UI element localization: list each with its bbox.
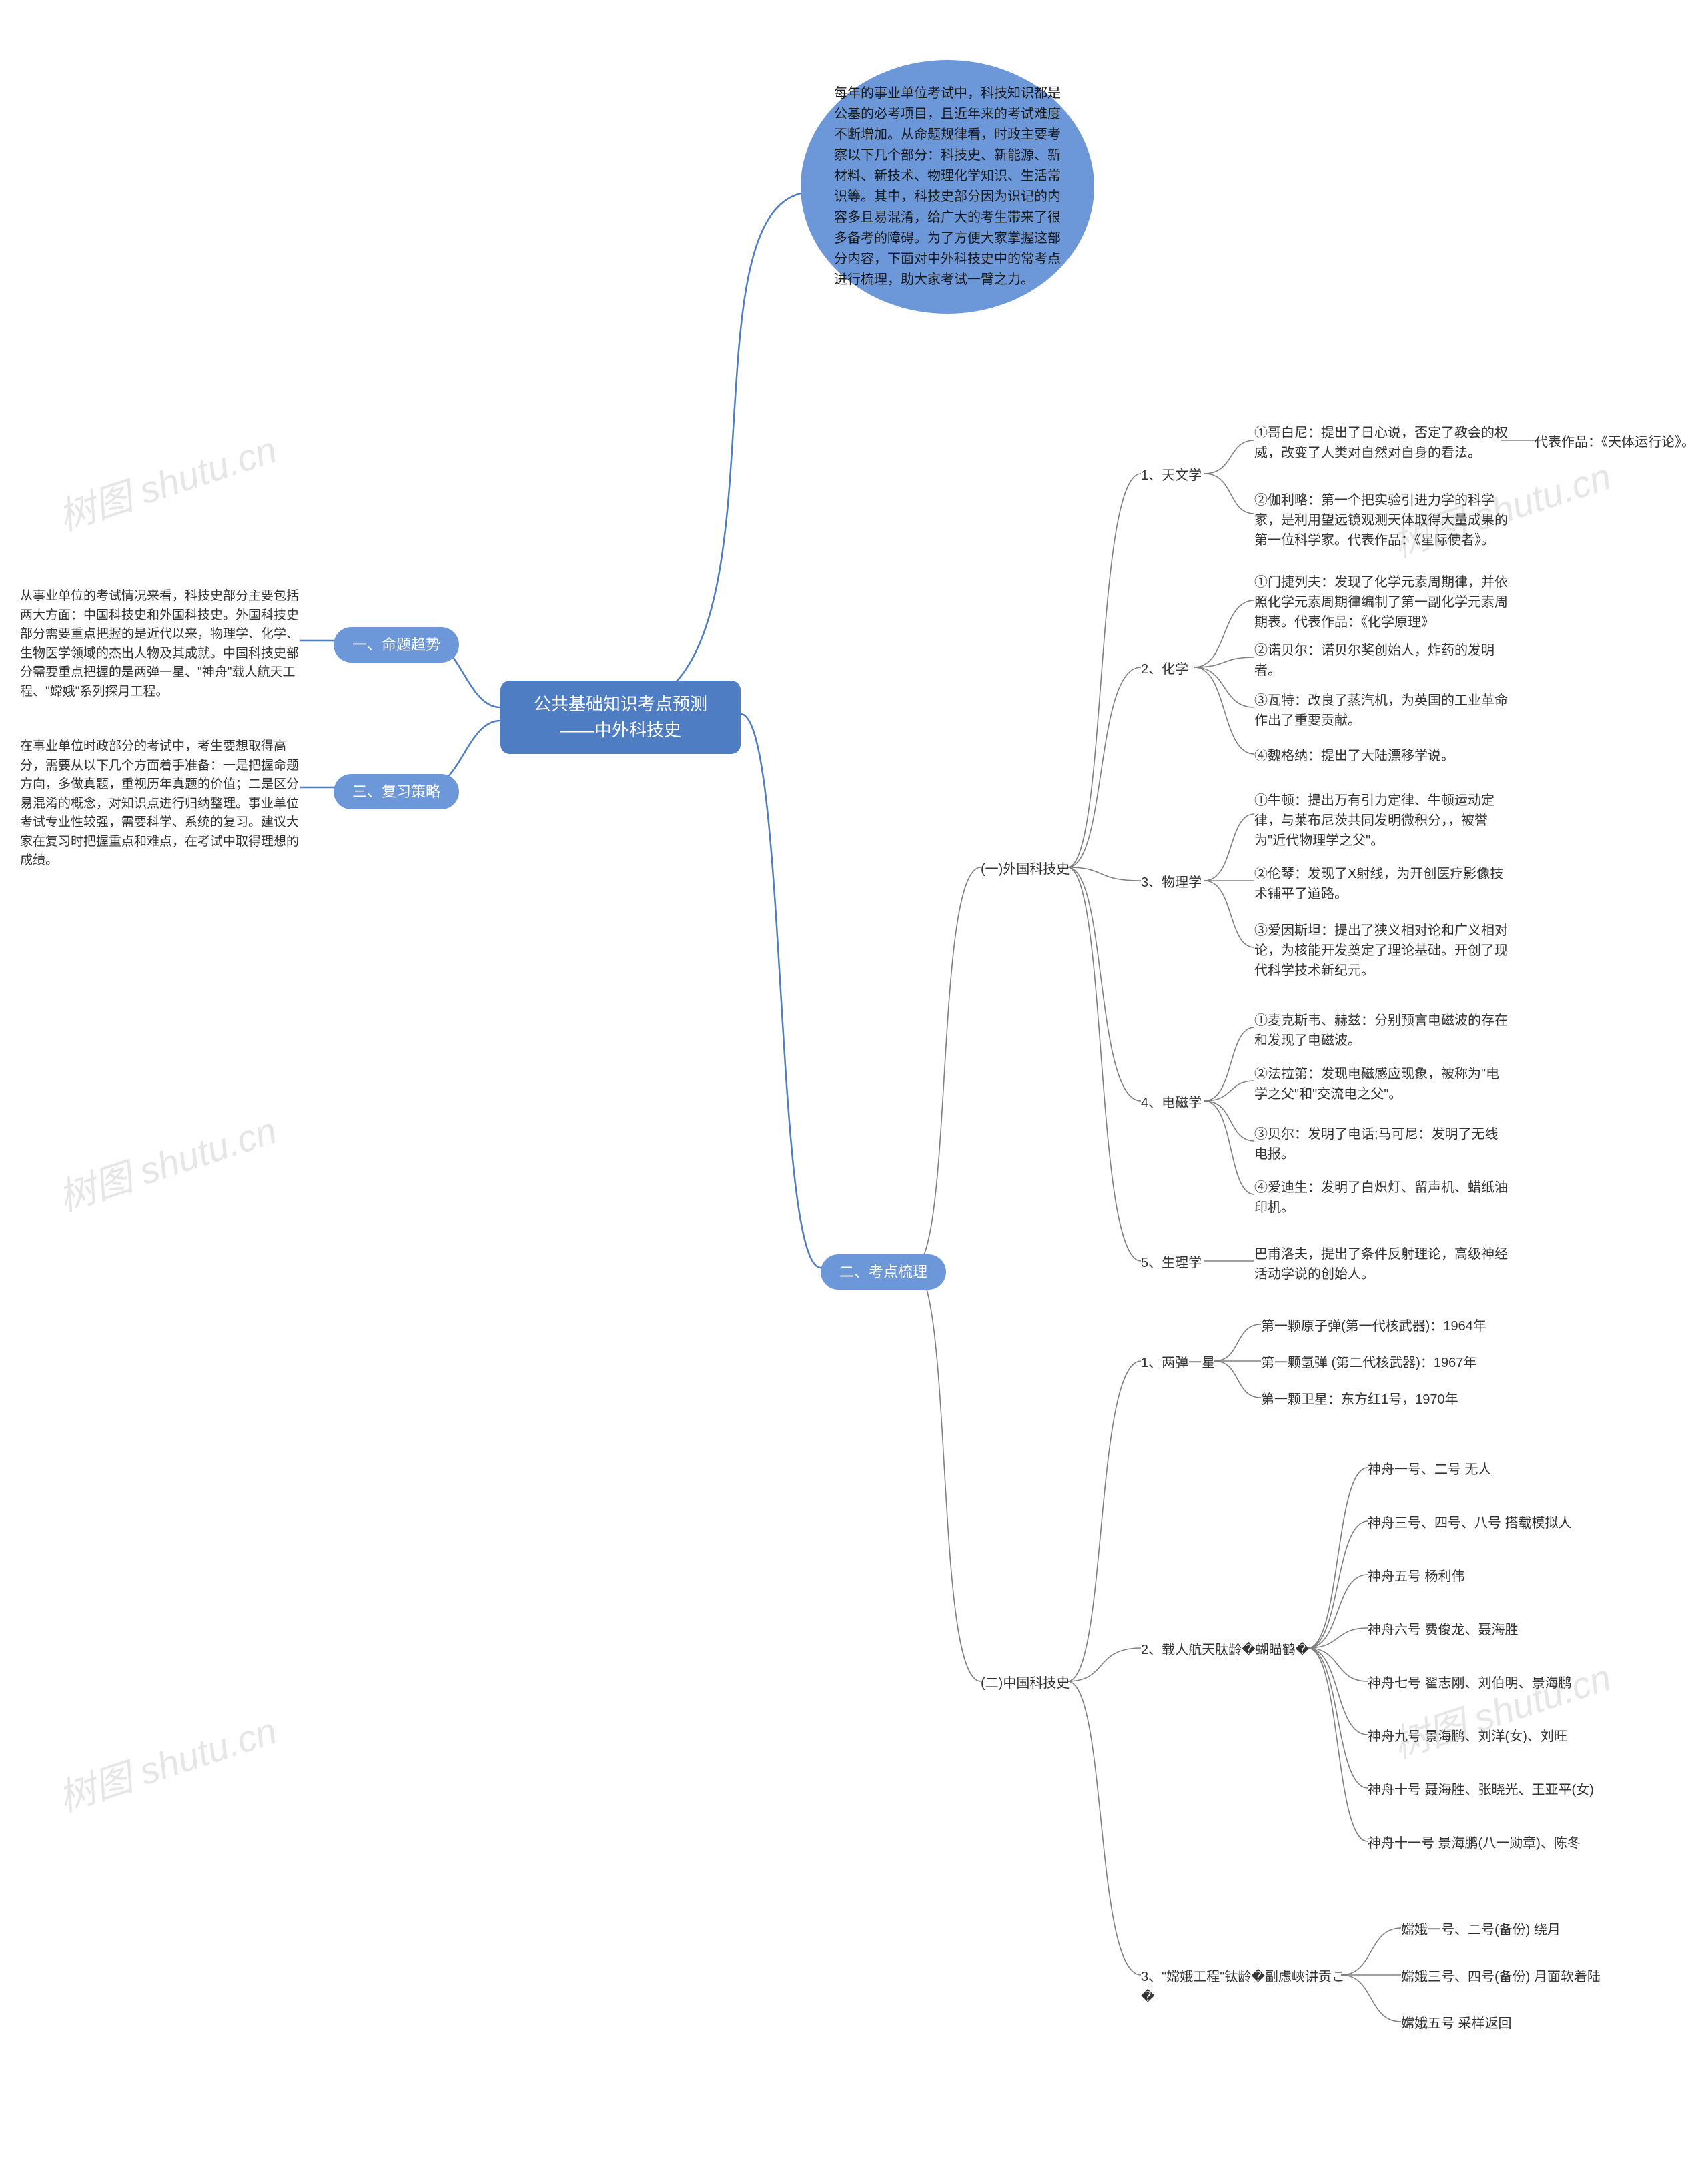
physio-label[interactable]: 5、生理学: [1141, 1253, 1202, 1273]
section1-label: 一、命题趋势: [352, 636, 440, 653]
bombs-2: 第一颗氢弹 (第二代核武器)：1967年: [1261, 1353, 1476, 1373]
sf-8: 神舟十一号 景海鹏(八一勋章)、陈冬: [1368, 1833, 1581, 1853]
sf-3: 神舟五号 杨利伟: [1368, 1567, 1465, 1587]
section2-label: 二、考点梳理: [839, 1264, 927, 1280]
astronomy-1: ①哥白尼：提出了日心说，否定了教会的权威，改变了人类对自然对自身的看法。: [1254, 423, 1508, 463]
watermark: 树图 shutu.cn: [51, 1701, 283, 1823]
ce-1: 嫦娥一号、二号(备份) 绕月: [1401, 1920, 1561, 1940]
section1-pill[interactable]: 一、命题趋势: [334, 627, 459, 663]
chem-3: ③瓦特：改良了蒸汽机，为英国的工业革命作出了重要贡献。: [1254, 691, 1508, 731]
em-4: ④爱迪生：发明了白炽灯、留声机、蜡纸油印机。: [1254, 1178, 1508, 1218]
chem-1: ①门捷列夫：发现了化学元素周期律，并依照化学元素周期律编制了第一副化学元素周期表…: [1254, 572, 1508, 632]
china-label[interactable]: (二)中国科技史: [981, 1673, 1070, 1693]
em-label[interactable]: 4、电磁学: [1141, 1093, 1202, 1113]
intro-text: 每年的事业单位考试中，科技知识都是公基的必考项目，且近年来的考试难度不断增加。从…: [834, 83, 1061, 290]
change-label[interactable]: 3、"嫦娥工程"钛龄�副虑峽讲贡こ�: [1141, 1967, 1354, 2007]
bombs-label[interactable]: 1、两弹一星: [1141, 1353, 1215, 1373]
chemistry-label[interactable]: 2、化学: [1141, 659, 1188, 679]
em-3: ③贝尔：发明了电话;马可尼：发明了无线电报。: [1254, 1124, 1508, 1164]
watermark: 树图 shutu.cn: [51, 1101, 283, 1222]
root-title: 公共基础知识考点预测——中外科技史: [534, 694, 707, 740]
intro-bubble: 每年的事业单位考试中，科技知识都是公基的必考项目，且近年来的考试难度不断增加。从…: [801, 60, 1094, 314]
section1-desc: 从事业单位的考试情况来看，科技史部分主要包括两大方面：中国科技史和外国科技史。外…: [20, 587, 300, 701]
phys-3: ③爱因斯坦：提出了狭义相对论和广义相对论，为核能开发奠定了理论基础。开创了现代科…: [1254, 921, 1508, 981]
bombs-3: 第一颗卫星：东方红1号，1970年: [1261, 1390, 1458, 1410]
em-2: ②法拉第：发现电磁感应现象，被称为"电学之父"和"交流电之父"。: [1254, 1064, 1508, 1104]
section3-pill[interactable]: 三、复习策略: [334, 774, 459, 809]
sf-5: 神舟七号 翟志刚、刘伯明、景海鹏: [1368, 1673, 1572, 1693]
foreign-label[interactable]: (一)外国科技史: [981, 859, 1070, 879]
root-node[interactable]: 公共基础知识考点预测——中外科技史: [500, 681, 741, 754]
watermark: 树图 shutu.cn: [1385, 1648, 1617, 1769]
sf-4: 神舟六号 费俊龙、聂海胜: [1368, 1620, 1519, 1640]
ce-2: 嫦娥三号、四号(备份) 月面软着陆: [1401, 1967, 1601, 1987]
section2-pill[interactable]: 二、考点梳理: [821, 1254, 946, 1290]
section3-label: 三、复习策略: [352, 783, 440, 800]
chem-4: ④魏格纳：提出了大陆漂移学说。: [1254, 746, 1454, 766]
watermark: 树图 shutu.cn: [51, 420, 283, 542]
phys-1: ①牛顿：提出万有引力定律、牛顿运动定律，与莱布尼茨共同发明微积分，，被誉为"近代…: [1254, 791, 1508, 851]
ce-3: 嫦娥五号 采样返回: [1401, 2014, 1512, 2034]
bombs-1: 第一颗原子弹(第一代核武器)：1964年: [1261, 1316, 1486, 1336]
physics-label[interactable]: 3、物理学: [1141, 873, 1202, 893]
section3-desc: 在事业单位时政部分的考试中，考生要想取得高分，需要从以下几个方面着手准备：一是把…: [20, 737, 300, 871]
astronomy-1-extra: 代表作品：《天体运行论》。: [1535, 432, 1695, 452]
astronomy-label[interactable]: 1、天文学: [1141, 466, 1202, 486]
spaceflight-label[interactable]: 2、载人航天肽龄�蝴瞄鹤�: [1141, 1640, 1309, 1660]
sf-1: 神舟一号、二号 无人: [1368, 1460, 1492, 1480]
chem-2: ②诺贝尔：诺贝尔奖创始人，炸药的发明者。: [1254, 640, 1508, 681]
sf-7: 神舟十号 聂海胜、张晓光、王亚平(女): [1368, 1780, 1594, 1800]
physio-1: 巴甫洛夫，提出了条件反射理论，高级神经活动学说的创始人。: [1254, 1244, 1508, 1284]
sf-2: 神舟三号、四号、八号 搭载模拟人: [1368, 1513, 1572, 1533]
phys-2: ②伦琴：发现了X射线，为开创医疗影像技术铺平了道路。: [1254, 864, 1508, 904]
astronomy-2: ②伽利略：第一个把实验引进力学的科学家，是利用望远镜观测天体取得大量成果的第一位…: [1254, 490, 1508, 550]
em-1: ①麦克斯韦、赫兹：分别预言电磁波的存在和发现了电磁波。: [1254, 1011, 1508, 1051]
sf-6: 神舟九号 景海鹏、刘洋(女)、刘旺: [1368, 1727, 1567, 1747]
